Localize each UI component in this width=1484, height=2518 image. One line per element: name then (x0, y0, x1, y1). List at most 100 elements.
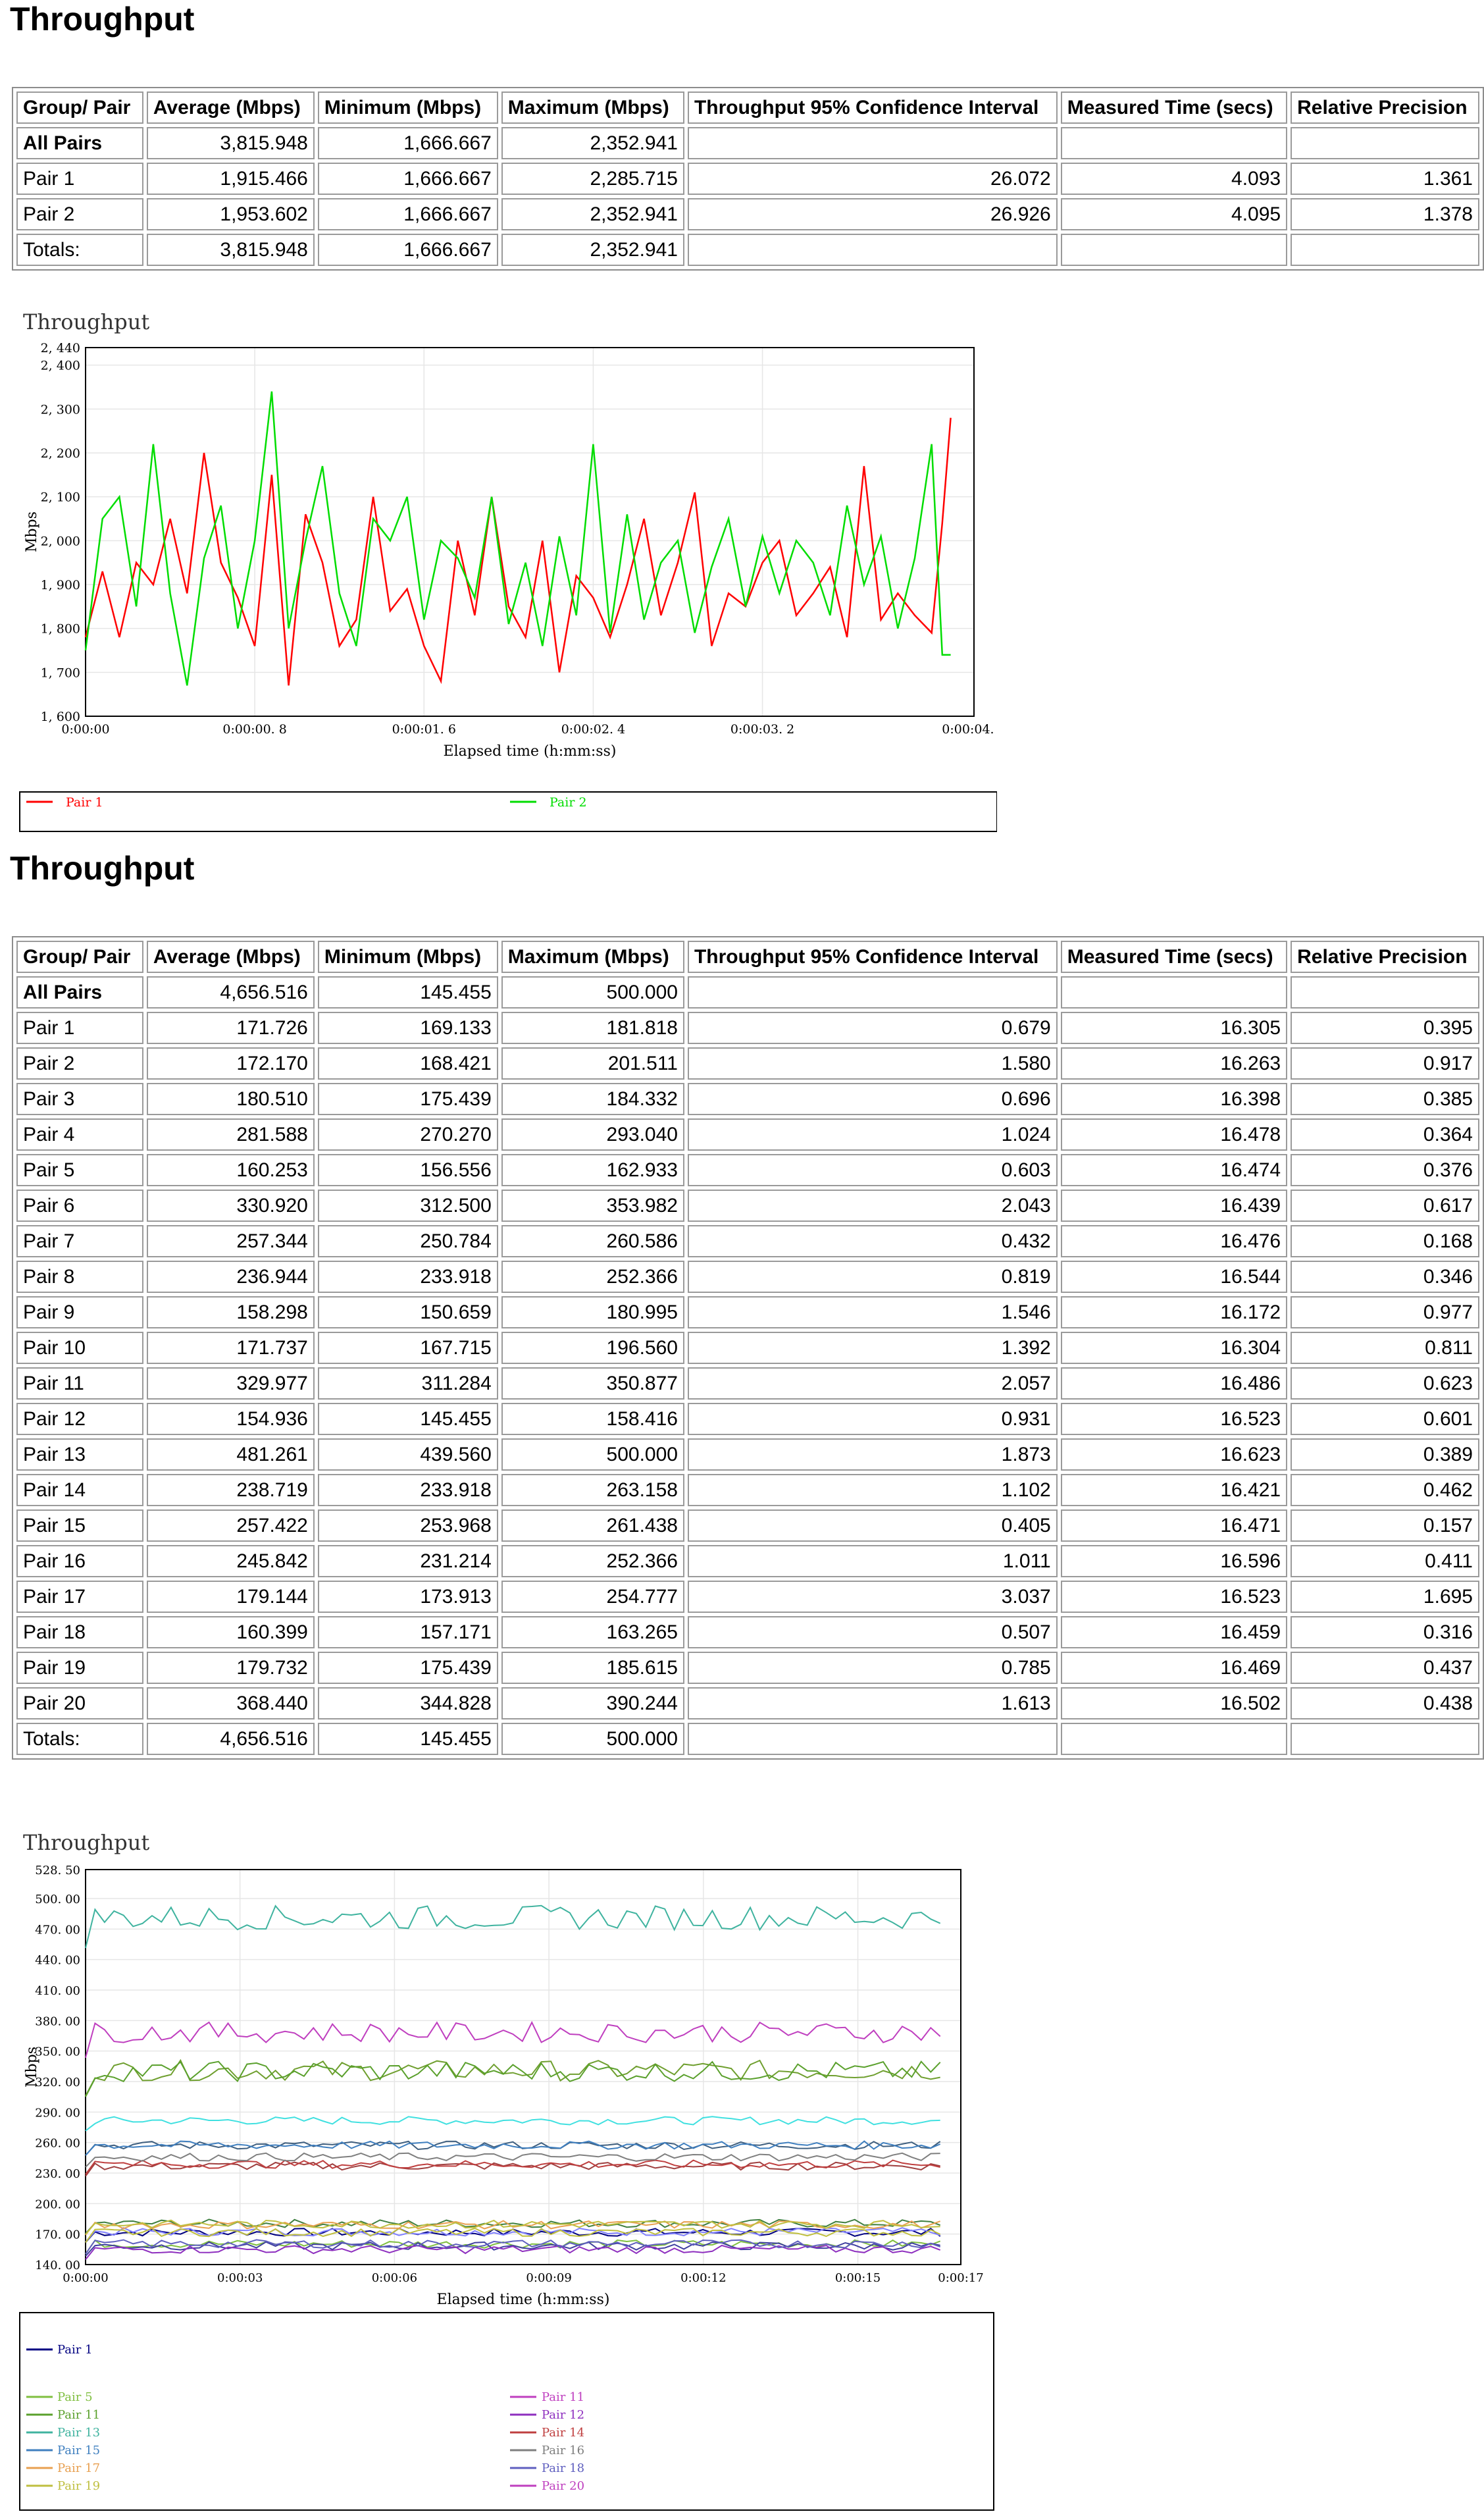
table-cell: 26.926 (687, 198, 1058, 230)
table-cell: 180.995 (501, 1296, 684, 1328)
table-cell: 145.455 (317, 1403, 498, 1435)
table-cell (687, 976, 1058, 1009)
table-cell: 0.977 (1291, 1296, 1479, 1328)
table-cell (1291, 234, 1479, 266)
series-line-pair-13 (85, 1904, 941, 1949)
table-cell (1291, 127, 1479, 159)
table-cell: 1,666.667 (317, 234, 498, 266)
table-cell: 0.438 (1291, 1687, 1479, 1719)
table-cell: 0.168 (1291, 1225, 1479, 1257)
legend-label: Pair 11 (57, 2408, 100, 2422)
table-cell: 16.263 (1060, 1047, 1288, 1080)
table-cell: 16.439 (1060, 1190, 1288, 1222)
table-cell: 196.560 (501, 1332, 684, 1364)
table-cell: 4,656.516 (146, 1723, 315, 1755)
legend-label: Pair 16 (542, 2444, 584, 2457)
table-cell: 270.270 (317, 1118, 498, 1151)
legend-label: Pair 18 (542, 2461, 584, 2475)
table-cell: 0.507 (687, 1616, 1058, 1648)
table-cell: 1.378 (1291, 198, 1479, 230)
plot-area (85, 1869, 961, 2265)
row-label: Pair 20 (16, 1687, 143, 1719)
table-cell: 1.695 (1291, 1581, 1479, 1613)
table-row: Pair 14 238.719 233.918 263.158 1.102 16.421 0… (16, 1474, 1479, 1506)
row-label: Pair 16 (16, 1545, 143, 1577)
table-cell: 1.392 (687, 1332, 1058, 1364)
table-cell: 173.913 (317, 1581, 498, 1613)
table-cell: 4.095 (1060, 198, 1288, 230)
legend-label: Pair 15 (57, 2444, 100, 2457)
y-tick-label: 350. 00 (35, 2045, 80, 2059)
throughput-chart-2: Throughput 140. 00 170. 00 200. 00 230. 00 26… (10, 1830, 997, 2518)
table-row: Pair 13 481.261 439.560 500.000 1.873 16.623 0… (16, 1438, 1479, 1471)
table-cell: 238.719 (146, 1474, 315, 1506)
y-tick-label: 2, 440 (41, 341, 80, 355)
table-cell: 3,815.948 (146, 234, 315, 266)
table-row: Totals: 3,815.948 1,666.667 2,352.941 (16, 234, 1479, 266)
row-label: Totals: (16, 234, 143, 266)
table-row: Totals: 4,656.516 145.455 500.000 (16, 1723, 1479, 1755)
table-cell: 167.715 (317, 1332, 498, 1364)
table-cell: 0.411 (1291, 1545, 1479, 1577)
plot-border (85, 1869, 961, 2265)
table-cell: 1,666.667 (317, 163, 498, 195)
section2-heading: Throughput (10, 850, 195, 887)
row-label: Pair 2 (16, 1047, 143, 1080)
table-cell: 2,285.715 (501, 163, 684, 195)
table-cell: 16.305 (1060, 1012, 1288, 1044)
table-row: Pair 19 179.732 175.439 185.615 0.785 16.469 0… (16, 1652, 1479, 1684)
column-header: Measured Time (secs) (1060, 92, 1288, 124)
table-cell: 0.603 (687, 1154, 1058, 1186)
column-header: Group/ Pair (16, 941, 143, 973)
table-cell: 2,352.941 (501, 234, 684, 266)
table-cell: 16.304 (1060, 1332, 1288, 1364)
table-cell: 253.968 (317, 1509, 498, 1542)
table-cell: 293.040 (501, 1118, 684, 1151)
y-tick-label: 1, 900 (41, 578, 80, 592)
row-label: All Pairs (16, 127, 143, 159)
table-cell: 0.346 (1291, 1261, 1479, 1293)
chart2-legend: Pair 1 Pair 5 Pair 11 Pair 13 Pair 15 Pair 17… (19, 2312, 994, 2511)
table-cell: 16.544 (1060, 1261, 1288, 1293)
row-label: Pair 18 (16, 1616, 143, 1648)
table-cell (687, 1723, 1058, 1755)
table-cell: 0.405 (687, 1509, 1058, 1542)
y-tick-label: 1, 600 (41, 710, 80, 724)
table-cell: 16.623 (1060, 1438, 1288, 1471)
series-line-pair-2 (84, 391, 951, 686)
y-tick-label: 1, 700 (41, 666, 80, 680)
table-cell: 0.157 (1291, 1509, 1479, 1542)
table-cell: 0.679 (687, 1012, 1058, 1044)
table-cell (1060, 234, 1288, 266)
column-header: Maximum (Mbps) (501, 92, 684, 124)
table-cell: 263.158 (501, 1474, 684, 1506)
row-label: Pair 6 (16, 1190, 143, 1222)
table-row: Pair 6 330.920 312.500 353.982 2.043 16.439 0.… (16, 1190, 1479, 1222)
table-cell: 1.546 (687, 1296, 1058, 1328)
table-row: Pair 7 257.344 250.784 260.586 0.432 16.476 0.… (16, 1225, 1479, 1257)
table-cell: 353.982 (501, 1190, 684, 1222)
table-cell (1060, 1723, 1288, 1755)
table-row: Pair 12 154.936 145.455 158.416 0.931 16.523 0… (16, 1403, 1479, 1435)
table-cell: 16.421 (1060, 1474, 1288, 1506)
table-cell: 158.298 (146, 1296, 315, 1328)
column-header: Throughput 95% Confidence Interval (687, 92, 1058, 124)
table-cell: 0.316 (1291, 1616, 1479, 1648)
table-cell: 0.385 (1291, 1083, 1479, 1115)
x-tick-label: 0:00:06 (372, 2271, 417, 2285)
legend-label: Pair 17 (57, 2461, 100, 2475)
x-tick-label: 0:00:15 (835, 2271, 881, 2285)
series-line-pair-19 (85, 2219, 940, 2235)
series-line-pair-4 (85, 2116, 940, 2132)
row-label: Pair 12 (16, 1403, 143, 1435)
table-cell: 3,815.948 (146, 127, 315, 159)
table-cell: 329.977 (146, 1367, 315, 1400)
y-tick-label: 380. 00 (35, 2014, 80, 2028)
table-cell: 156.556 (317, 1154, 498, 1186)
y-tick-label: 170. 00 (35, 2228, 80, 2242)
table-row: Pair 8 236.944 233.918 252.366 0.819 16.544 0.… (16, 1261, 1479, 1293)
table-cell: 260.586 (501, 1225, 684, 1257)
chart-title: Throughput (23, 1830, 149, 1855)
table-cell: 16.471 (1060, 1509, 1288, 1542)
table-cell: 311.284 (317, 1367, 498, 1400)
